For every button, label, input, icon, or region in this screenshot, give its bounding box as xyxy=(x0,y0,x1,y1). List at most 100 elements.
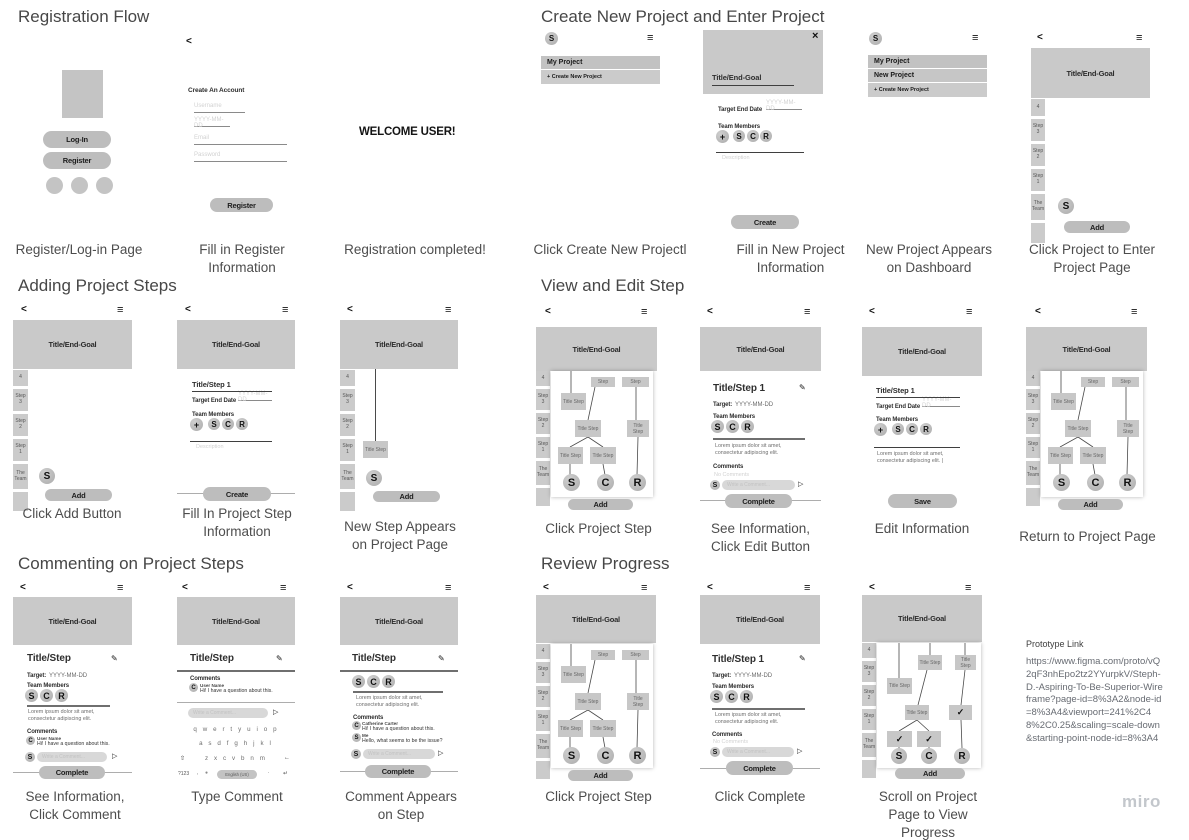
project-step-node[interactable]: Title Step xyxy=(1117,420,1139,437)
project-title-input[interactable]: Title/End-Goal xyxy=(712,73,762,82)
rail-item[interactable]: Step 3 xyxy=(1026,389,1040,410)
register-submit-button[interactable]: Register xyxy=(210,198,273,212)
rail-item[interactable]: The Team xyxy=(862,733,876,757)
target-date-field[interactable]: YYYY-MM-DD xyxy=(922,397,960,409)
project-step-node[interactable]: Step xyxy=(1081,377,1105,387)
project-step-node[interactable]: Title Step xyxy=(627,693,649,710)
rail-item[interactable]: Step 3 xyxy=(340,389,355,411)
description-field[interactable]: Description xyxy=(196,444,224,450)
rail-item[interactable]: Step 2 xyxy=(1026,413,1040,434)
menu-icon[interactable]: ≡ xyxy=(280,582,287,594)
email-field[interactable]: Email xyxy=(194,135,287,145)
rail-item[interactable]: Step 2 xyxy=(536,413,550,434)
project-step-node[interactable]: Title Step xyxy=(1080,447,1106,464)
menu-icon[interactable]: ≡ xyxy=(972,32,979,44)
member-avatar[interactable]: C xyxy=(906,423,918,435)
member-avatar[interactable]: R xyxy=(236,418,248,430)
member-avatar[interactable]: S xyxy=(733,130,745,142)
member-avatar[interactable]: R xyxy=(55,689,68,702)
rail-item[interactable]: Step 2 xyxy=(13,414,28,436)
comment-input[interactable]: Write a Comment... xyxy=(363,749,435,759)
shift-key[interactable]: ⇧ xyxy=(180,756,186,762)
create-new-project-item[interactable]: + Create New Project xyxy=(541,70,660,84)
keyboard-row[interactable]: a s d f g h j k l xyxy=(199,740,273,747)
description-field[interactable]: Description xyxy=(722,155,750,161)
add-member-button[interactable]: + xyxy=(874,423,887,436)
social-login-dot[interactable] xyxy=(96,177,113,194)
complete-button[interactable]: Complete xyxy=(365,765,431,778)
rail-item[interactable]: Step 2 xyxy=(1031,144,1045,166)
back-icon[interactable]: < xyxy=(182,582,188,593)
menu-icon[interactable]: ≡ xyxy=(965,582,972,594)
edit-icon[interactable]: ✎ xyxy=(799,383,806,392)
project-step-node[interactable]: Step xyxy=(622,377,649,387)
rail-item[interactable]: 4 xyxy=(340,370,355,386)
send-icon[interactable]: ▷ xyxy=(797,748,803,755)
project-step-node[interactable]: Title Step xyxy=(575,693,601,710)
rail-item[interactable]: Step 3 xyxy=(862,661,876,682)
add-button[interactable]: Add xyxy=(373,491,440,502)
rail-item[interactable]: Step 3 xyxy=(1031,119,1045,141)
project-step-node[interactable]: Title Step xyxy=(905,705,929,720)
menu-icon[interactable]: ≡ xyxy=(804,582,811,594)
rail-item[interactable]: Step 3 xyxy=(536,662,550,683)
menu-icon[interactable]: ≡ xyxy=(1131,306,1138,318)
project-step-node[interactable]: Title Step xyxy=(561,666,586,683)
project-step-node[interactable]: Title Step xyxy=(590,447,616,464)
back-icon[interactable]: < xyxy=(1035,306,1041,317)
birthdate-field[interactable]: YYYY-MM-DD xyxy=(194,117,230,129)
symbols-key[interactable]: ?123 xyxy=(178,771,190,777)
back-icon[interactable]: < xyxy=(347,304,353,315)
project-step-node[interactable]: Title Step xyxy=(918,655,942,670)
project-list-item[interactable]: New Project xyxy=(868,69,987,82)
member-avatar[interactable]: C xyxy=(367,675,380,688)
menu-icon[interactable]: ≡ xyxy=(966,306,973,318)
project-step-node[interactable]: Title Step xyxy=(575,420,601,437)
rail-item[interactable]: Step 2 xyxy=(862,685,876,706)
back-icon[interactable]: < xyxy=(20,582,26,593)
comment-input[interactable]: Write a Comment... xyxy=(722,480,795,490)
rail-item[interactable]: The Team xyxy=(536,734,550,758)
user-avatar[interactable]: S xyxy=(869,32,882,45)
username-field[interactable]: Username xyxy=(194,103,245,113)
edit-icon[interactable]: ✎ xyxy=(111,654,118,663)
rail-item[interactable]: Step 2 xyxy=(340,414,355,436)
send-icon[interactable]: ▷ xyxy=(438,750,444,757)
comma-key[interactable]: , xyxy=(197,770,199,776)
project-step-node[interactable]: Title Step xyxy=(590,720,616,737)
rail-item[interactable]: Step 2 xyxy=(536,686,550,707)
back-icon[interactable]: < xyxy=(869,306,875,317)
back-icon[interactable]: < xyxy=(1037,32,1043,43)
add-button[interactable]: Add xyxy=(45,489,112,501)
add-button[interactable]: Add xyxy=(568,770,633,781)
rail-item[interactable]: Step 3 xyxy=(536,389,550,410)
rail-item[interactable]: The Team xyxy=(340,464,355,489)
rail-item[interactable]: Step 1 xyxy=(13,439,28,461)
rail-item[interactable]: Step 1 xyxy=(536,710,550,731)
login-button[interactable]: Log-In xyxy=(43,131,111,148)
project-step-node[interactable]: Title Step xyxy=(627,420,649,437)
back-icon[interactable]: < xyxy=(21,304,27,315)
menu-icon[interactable]: ≡ xyxy=(117,304,124,316)
spacebar-key[interactable]: English (US) xyxy=(217,770,257,779)
project-step-node[interactable]: Title Step xyxy=(558,720,583,737)
rail-item[interactable]: 4 xyxy=(536,371,550,386)
member-avatar[interactable]: C xyxy=(222,418,234,430)
user-avatar[interactable]: S xyxy=(39,468,55,484)
add-member-button[interactable]: + xyxy=(190,418,203,431)
back-icon[interactable]: < xyxy=(185,304,191,315)
create-button[interactable]: Create xyxy=(203,487,271,501)
menu-icon[interactable]: ≡ xyxy=(445,582,452,594)
back-icon[interactable]: < xyxy=(186,36,192,47)
complete-button[interactable]: Complete xyxy=(725,494,792,508)
rail-item[interactable]: 4 xyxy=(536,644,550,659)
edit-icon[interactable]: ✎ xyxy=(438,654,445,663)
project-step-node[interactable]: Step xyxy=(1112,377,1139,387)
rail-item[interactable]: Step 1 xyxy=(340,439,355,461)
keyboard-row[interactable]: z x c v b n m xyxy=(204,755,268,762)
user-avatar[interactable]: S xyxy=(366,470,382,486)
member-avatar[interactable]: S xyxy=(711,420,724,433)
edit-icon[interactable]: ✎ xyxy=(276,654,283,663)
menu-icon[interactable]: ≡ xyxy=(804,306,811,318)
social-login-dot[interactable] xyxy=(71,177,88,194)
